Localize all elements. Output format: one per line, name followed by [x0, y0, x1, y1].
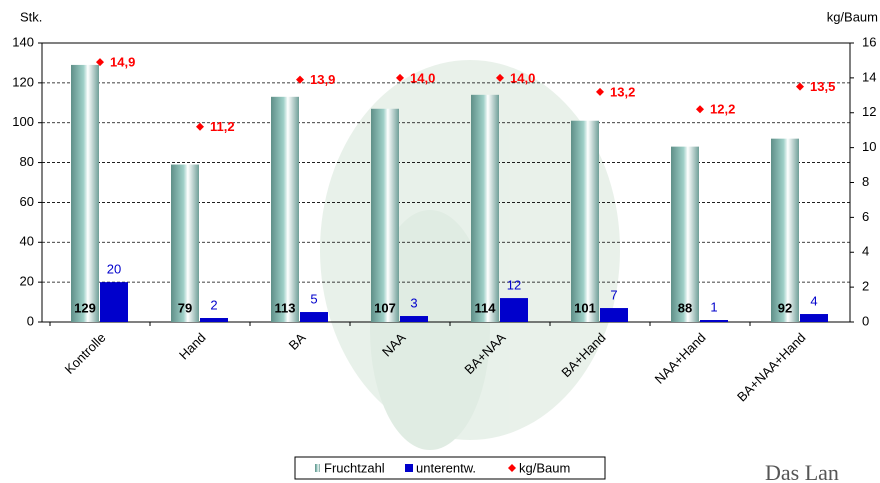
data-label: 13,2	[610, 84, 635, 99]
data-label: 129	[74, 300, 96, 315]
y-tick-label: 140	[12, 34, 34, 49]
data-label: 14,0	[410, 70, 435, 85]
marker	[196, 122, 204, 131]
data-label: 14,9	[110, 55, 135, 70]
data-label: 101	[574, 300, 596, 315]
legend-marker	[315, 464, 320, 472]
bar	[71, 64, 99, 323]
legend-marker	[508, 464, 516, 472]
data-label: 20	[107, 262, 121, 277]
y2-tick-label: 12	[862, 104, 876, 119]
bar	[671, 146, 699, 322]
data-label: 7	[610, 287, 617, 302]
data-label: 113	[275, 300, 296, 315]
legend-label: kg/Baum	[519, 460, 570, 475]
data-label: 92	[778, 300, 792, 315]
data-label: 107	[374, 300, 396, 315]
data-label: 1	[710, 299, 717, 314]
x-tick-label: BA	[286, 330, 309, 353]
data-label: 13,9	[310, 72, 335, 87]
marker	[496, 73, 504, 82]
y2-tick-label: 0	[862, 313, 869, 328]
legend-label: unterentw.	[416, 460, 476, 475]
marker	[796, 82, 804, 91]
y-tick-label: 100	[12, 114, 34, 129]
bar	[771, 138, 799, 322]
x-tick-label: BA+NAA+Hand	[734, 330, 808, 404]
bar	[200, 318, 228, 322]
x-tick-label: Hand	[176, 330, 209, 363]
bar	[400, 316, 428, 322]
y2-tick-label: 4	[862, 244, 869, 259]
data-label: 14,0	[510, 70, 535, 85]
y-tick-label: 80	[20, 154, 34, 169]
data-label: 114	[475, 300, 497, 315]
data-label: 11,2	[210, 119, 235, 134]
y-tick-label: 120	[12, 74, 34, 89]
bar	[300, 312, 328, 322]
data-label: 12	[507, 278, 521, 293]
marker	[96, 58, 104, 67]
y-tick-label: 0	[27, 313, 34, 328]
bar	[600, 308, 628, 322]
x-tick-label: Kontrolle	[62, 330, 109, 377]
legend-marker	[405, 464, 413, 472]
bar	[100, 282, 128, 322]
marker	[696, 105, 704, 114]
y2-tick-label: 2	[862, 279, 869, 294]
marker	[396, 73, 404, 82]
bar	[500, 298, 528, 322]
marker	[596, 87, 604, 96]
y2-tick-label: 8	[862, 174, 869, 189]
bar	[171, 164, 199, 322]
x-tick-label: NAA+Hand	[652, 330, 709, 387]
bar	[371, 108, 399, 322]
y-axis-title: Stk.	[20, 9, 42, 24]
data-label: 13,5	[810, 79, 835, 94]
y2-tick-label: 6	[862, 209, 869, 224]
legend-label: Fruchtzahl	[324, 460, 385, 475]
data-label: 5	[310, 291, 317, 306]
legend-box	[294, 456, 606, 480]
data-label: 88	[678, 300, 692, 315]
y-tick-label: 40	[20, 234, 34, 249]
y2-axis-title: kg/Baum	[827, 9, 878, 24]
bar	[800, 314, 828, 322]
y2-tick-label: 10	[862, 139, 876, 154]
y-tick-label: 20	[20, 274, 34, 289]
bar	[271, 96, 299, 322]
y2-tick-label: 14	[862, 69, 876, 84]
plot-frame	[41, 42, 851, 323]
bar	[471, 94, 499, 322]
bar	[571, 120, 599, 322]
data-label: 79	[178, 300, 192, 315]
y-tick-label: 60	[20, 194, 34, 209]
data-label: 12,2	[710, 102, 735, 117]
data-label: 3	[410, 295, 417, 310]
bar	[700, 320, 728, 322]
y2-tick-label: 16	[862, 34, 876, 49]
data-label: 2	[210, 297, 217, 312]
marker	[296, 75, 304, 84]
data-label: 4	[810, 293, 817, 308]
logo-text: Das Lan	[765, 460, 839, 483]
